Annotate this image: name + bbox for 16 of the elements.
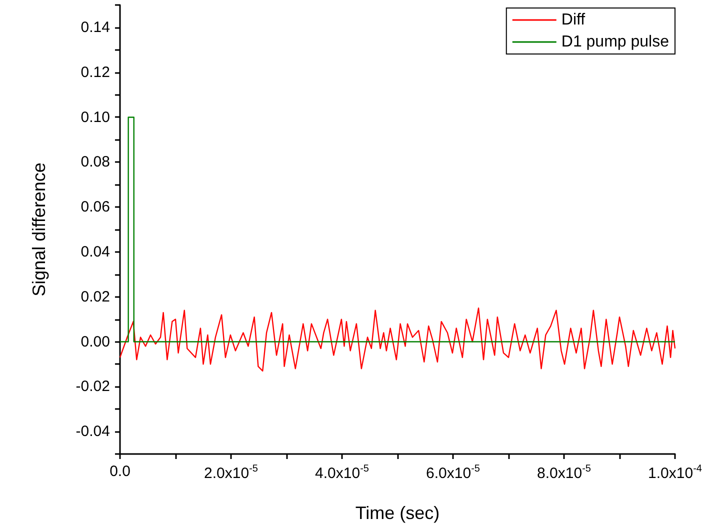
line-series xyxy=(119,307,676,372)
y-tick-label: 0.04 xyxy=(80,243,110,260)
y-tick-label: -0.04 xyxy=(76,423,110,440)
legend-label: Diff xyxy=(561,12,586,28)
y-tick-label: 0.08 xyxy=(80,154,110,171)
x-tick-label: 0.0 xyxy=(110,463,130,480)
x-axis-title: Time (sec) xyxy=(355,503,440,523)
y-tick-label: 0.02 xyxy=(80,288,110,306)
y-tick-label: 0.10 xyxy=(80,108,110,126)
y-tick-label: 0.06 xyxy=(80,198,110,216)
y-tick-label: 0.00 xyxy=(80,333,110,350)
legend-label: D1 pump pulse xyxy=(561,34,670,50)
y-tick-label: 0.14 xyxy=(80,18,110,36)
y-axis-title: Signal difference xyxy=(29,162,49,296)
y-tick-label: 0.12 xyxy=(80,64,110,81)
y-tick-label: -0.02 xyxy=(76,378,110,396)
